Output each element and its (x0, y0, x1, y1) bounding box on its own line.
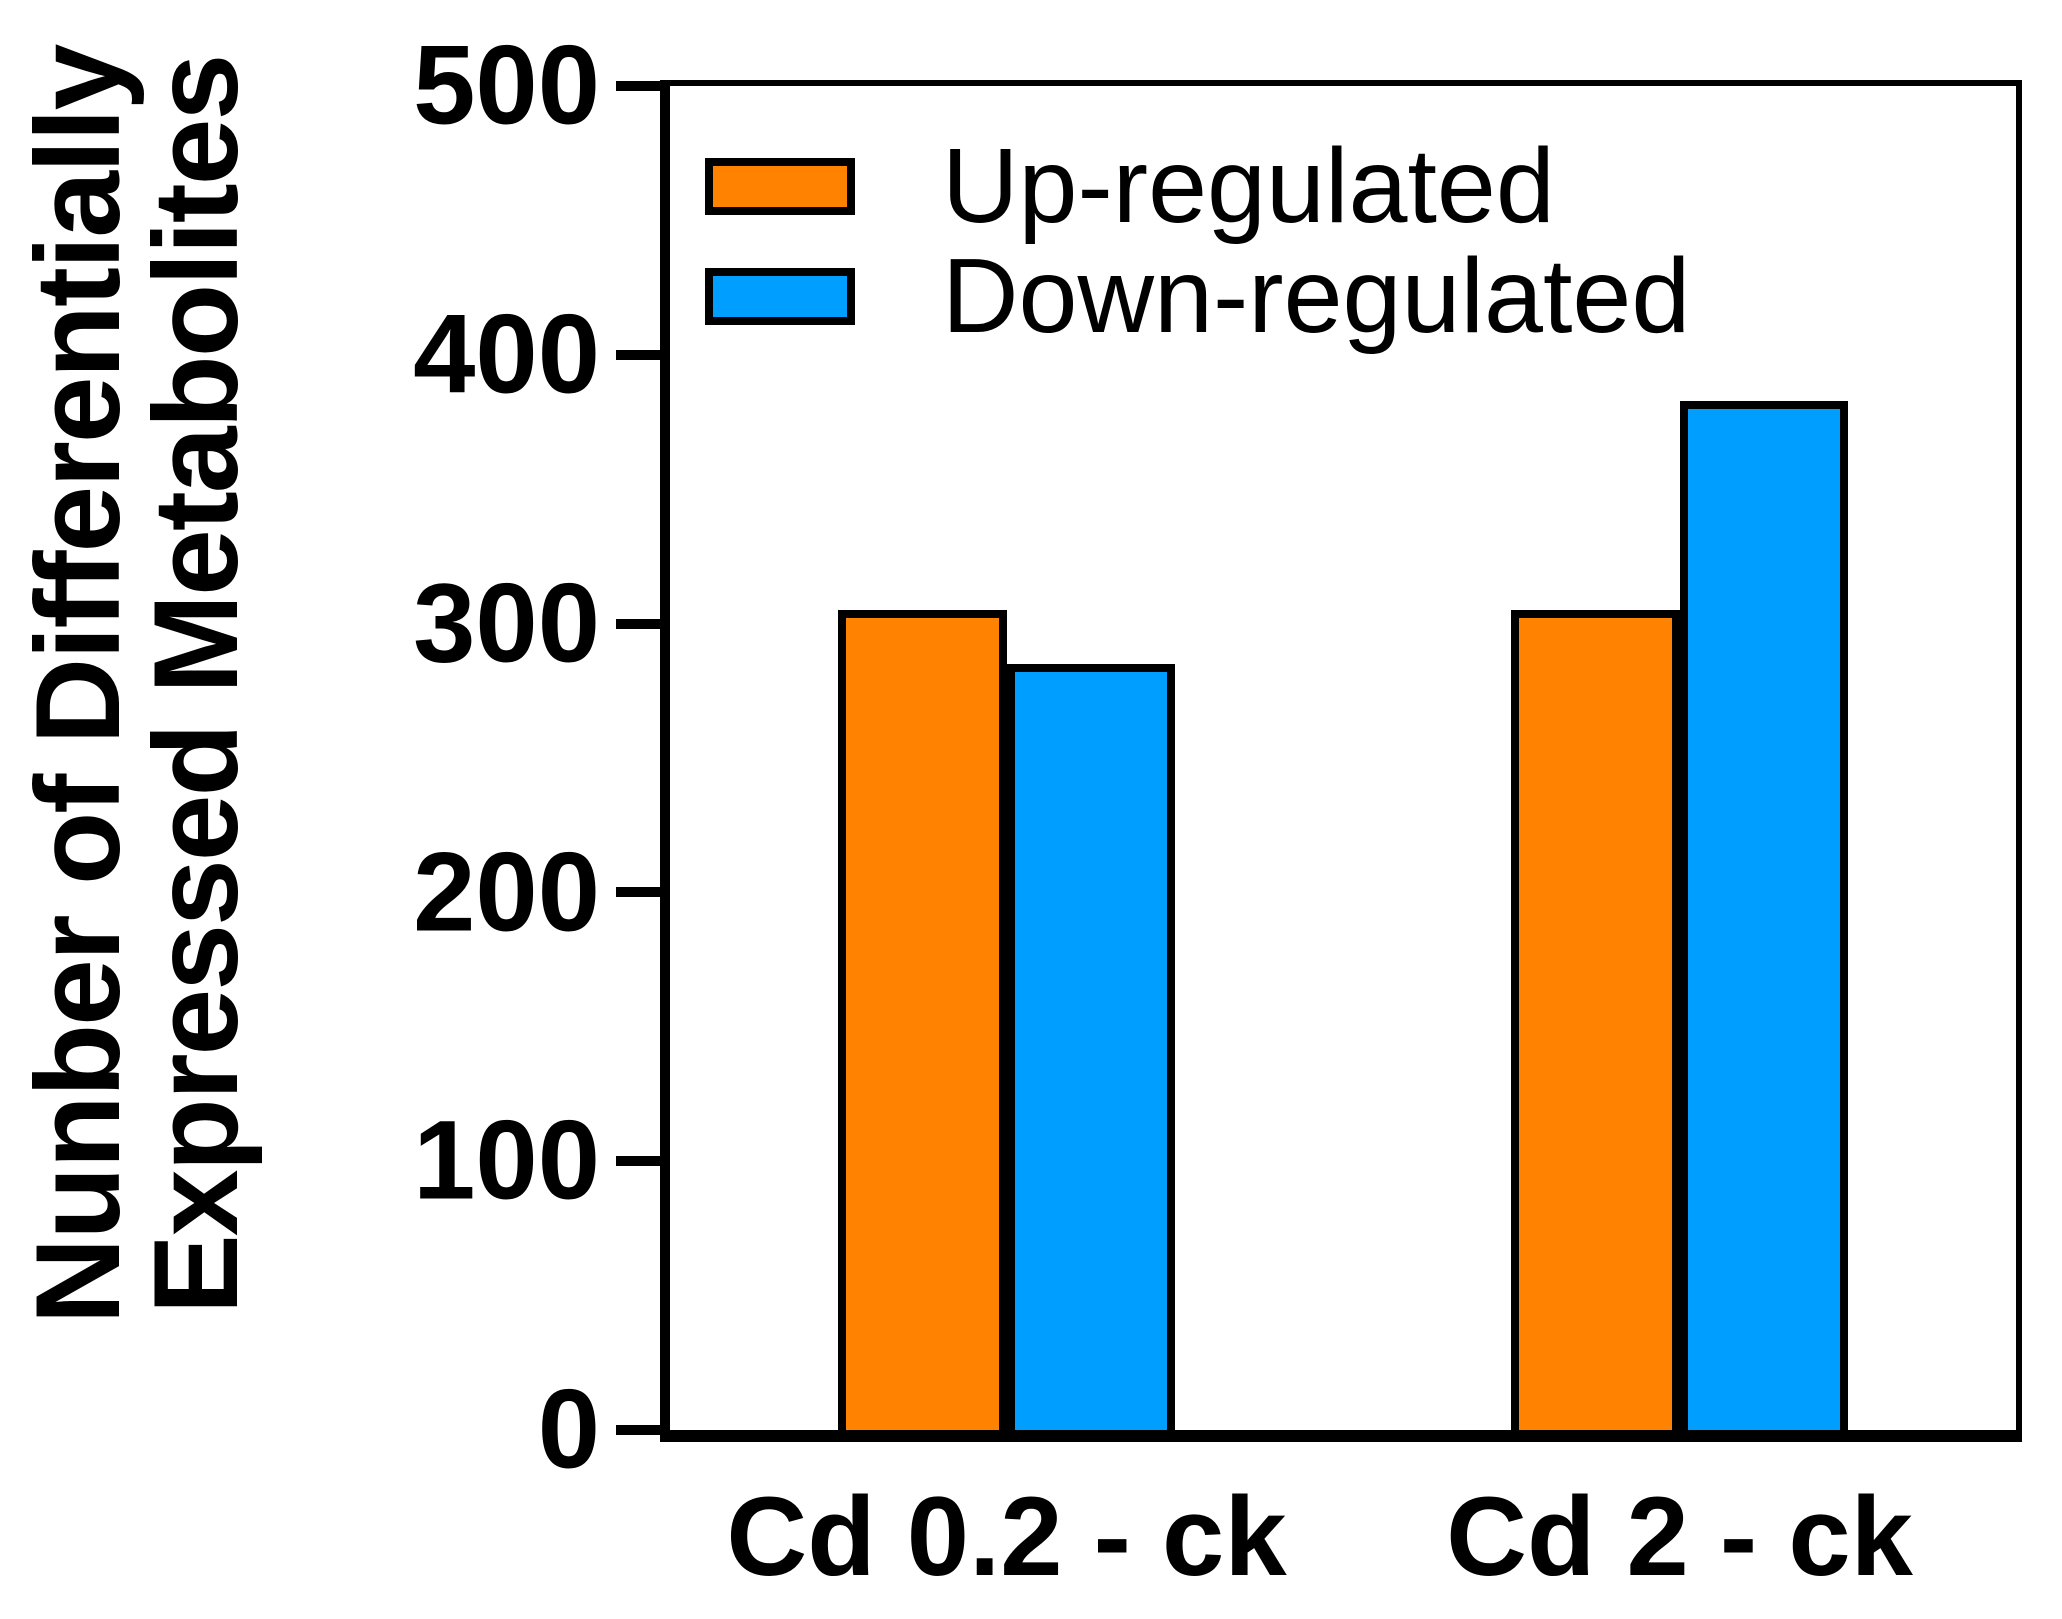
y-tick-label-200: 200 (413, 829, 600, 955)
legend-swatch-down-regulated (705, 267, 855, 325)
bar-up-regulated-cd-0-2-ck (838, 610, 1007, 1430)
legend-item-down-regulated: Down-regulated (705, 241, 1690, 351)
y-axis-title-line-1: Nunber of Differentially (11, 46, 145, 1325)
y-tick-label-300: 300 (413, 560, 600, 686)
x-tick-label-cd-0-2-ck: Cd 0.2 - ck (726, 1474, 1287, 1599)
x-tick-label-cd-2-ck: Cd 2 - ck (1446, 1474, 1913, 1599)
y-tick-mark-0 (616, 1425, 660, 1435)
bar-up-regulated-cd-2-ck (1511, 610, 1680, 1430)
bar-down-regulated-cd-0-2-ck (1006, 663, 1175, 1430)
legend: Up-regulated Down-regulated (705, 131, 1690, 351)
legend-label-up-regulated: Up-regulated (942, 127, 1555, 245)
plot-area: 0 100 200 300 400 500 Up-regulated Down-regula… (413, 29, 2022, 1485)
y-axis-title-line-2: Expressed Metabolites (129, 56, 263, 1315)
legend-item-up-regulated: Up-regulated (705, 131, 1690, 241)
y-tick-mark-100 (616, 1156, 660, 1167)
legend-label-down-regulated: Down-regulated (942, 237, 1691, 355)
y-tick-mark-200 (616, 887, 660, 898)
y-tick-mark-500 (616, 81, 660, 91)
y-tick-mark-400 (616, 349, 660, 360)
y-tick-mark-300 (616, 618, 660, 629)
y-axis-title-text-2: Expressed Metabolites (129, 55, 263, 1315)
y-tick-label-100: 100 (413, 1097, 600, 1223)
bar-down-regulated-cd-2-ck (1679, 400, 1848, 1430)
y-tick-label-400: 400 (413, 291, 600, 417)
legend-swatch-up-regulated (705, 157, 855, 215)
y-tick-label-0: 0 (537, 1366, 600, 1492)
y-tick-label-500: 500 (413, 22, 600, 148)
